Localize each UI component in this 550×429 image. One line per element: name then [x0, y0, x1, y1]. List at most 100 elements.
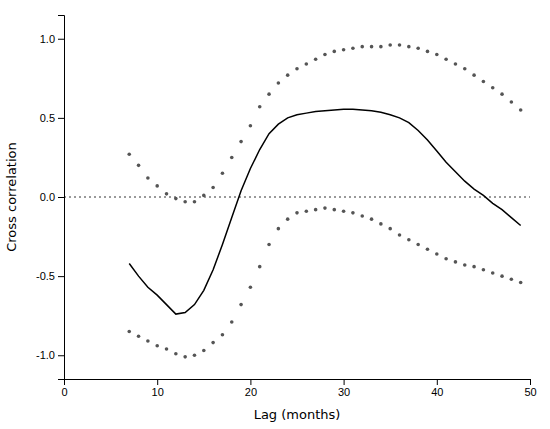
point — [444, 58, 448, 62]
point — [277, 227, 281, 231]
point — [183, 200, 187, 204]
point — [221, 171, 225, 175]
point — [305, 62, 309, 66]
point — [314, 208, 318, 212]
point-series — [127, 206, 522, 358]
point — [500, 92, 504, 96]
point — [388, 43, 392, 47]
x-tick-mark — [437, 379, 438, 385]
point — [314, 58, 318, 62]
point — [332, 208, 336, 212]
point — [360, 214, 364, 218]
point — [510, 100, 514, 104]
y-axis-title: Cross correlation — [4, 142, 19, 252]
point — [370, 217, 374, 221]
x-axis-line — [65, 380, 531, 386]
x-tick: 20 — [245, 379, 257, 398]
x-tick-mark — [530, 379, 531, 385]
y-tick-label: 1.0 — [40, 33, 55, 45]
point — [379, 222, 383, 226]
point — [295, 211, 299, 215]
x-tick-mark — [157, 379, 158, 385]
x-tick: 50 — [524, 379, 536, 398]
y-tick-mark — [58, 355, 64, 356]
point — [249, 285, 253, 289]
point — [155, 184, 159, 188]
x-tick-label: 30 — [338, 386, 350, 398]
x-tick: 10 — [152, 379, 164, 398]
point — [351, 46, 355, 50]
y-tick: 0.5 — [40, 112, 64, 124]
x-tick-label: 20 — [245, 386, 257, 398]
point — [286, 217, 290, 221]
point — [155, 344, 159, 348]
point — [202, 349, 206, 353]
point — [211, 186, 215, 190]
point — [230, 320, 234, 324]
point — [249, 124, 253, 128]
point — [407, 45, 411, 49]
point — [323, 206, 327, 210]
x-tick: 40 — [431, 379, 443, 398]
point — [491, 271, 495, 275]
point — [165, 192, 169, 196]
point — [332, 50, 336, 54]
point — [426, 247, 430, 251]
x-axis-title: Lag (months) — [254, 407, 341, 422]
point — [407, 238, 411, 242]
point — [137, 334, 141, 338]
point — [463, 67, 467, 71]
point — [230, 156, 234, 160]
y-tick-label: -0.5 — [36, 270, 55, 282]
y-tick-mark — [58, 276, 64, 277]
y-tick-mark — [58, 118, 64, 119]
point — [165, 347, 169, 351]
point — [519, 281, 523, 285]
point — [211, 341, 215, 345]
point — [258, 105, 262, 109]
y-tick: -1.0 — [36, 349, 64, 361]
line — [129, 109, 520, 314]
point — [416, 243, 420, 247]
point — [127, 152, 131, 156]
x-tick-mark — [250, 379, 251, 385]
point — [379, 45, 383, 49]
point — [146, 176, 150, 180]
point — [454, 62, 458, 66]
y-axis-line — [58, 16, 65, 380]
point — [267, 243, 271, 247]
point — [463, 263, 467, 267]
point — [323, 53, 327, 57]
point — [482, 268, 486, 272]
point — [239, 140, 243, 144]
point — [342, 209, 346, 213]
point — [472, 265, 476, 269]
x-tick: 30 — [338, 379, 350, 398]
point — [267, 92, 271, 96]
point — [193, 353, 197, 357]
point — [388, 227, 392, 231]
plot: 0 10 20 30 40 50 -1.0 -0.5 0.0 0.5 1.0 — [36, 16, 537, 398]
point — [360, 45, 364, 49]
x-tick-label: 40 — [431, 386, 443, 398]
y-tick: 1.0 — [40, 33, 64, 45]
point — [127, 330, 131, 334]
point — [370, 45, 374, 49]
point — [351, 211, 355, 215]
point — [454, 260, 458, 264]
point — [174, 352, 178, 356]
point — [398, 233, 402, 237]
x-tick-label: 50 — [524, 386, 536, 398]
y-tick-label: -1.0 — [36, 349, 55, 361]
point — [286, 73, 290, 77]
x-tick-label: 10 — [152, 386, 164, 398]
point — [519, 108, 523, 112]
reference-line — [64, 197, 530, 198]
y-tick: 0.0 — [40, 191, 64, 203]
point — [277, 81, 281, 85]
point — [258, 265, 262, 269]
point — [398, 43, 402, 47]
point — [482, 80, 486, 84]
x-tick-label: 0 — [61, 386, 67, 398]
x-tick: 0 — [61, 379, 67, 398]
